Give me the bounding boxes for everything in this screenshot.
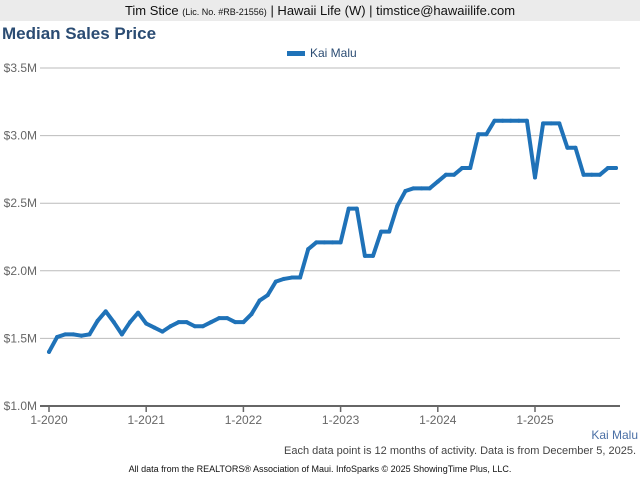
y-tick-label: $2.0M [4,264,37,278]
data-point [322,240,327,245]
agent-header: Tim Stice (Lic. No. #RB-21556) | Hawaii … [0,0,640,21]
data-point [427,186,432,191]
data-point [605,166,610,171]
data-point [233,320,238,325]
data-point [379,229,384,234]
legend-swatch [287,50,305,56]
data-point [452,172,456,177]
data-point [71,332,76,337]
credit: All data from the REALTORS® Association … [128,464,512,474]
x-tick-label: 1-2024 [419,413,457,427]
data-point [265,293,270,298]
data-point [541,121,546,126]
data-point [63,332,68,337]
legend-label: Kai Malu [310,46,357,60]
data-point [573,145,578,150]
data-point [47,349,51,354]
data-point [330,240,335,245]
data-point [241,320,246,325]
data-point [217,316,222,321]
y-tick-label: $1.0M [4,399,37,413]
y-tick-label: $3.5M [4,61,37,75]
data-point [160,329,165,334]
data-point [249,312,254,317]
data-point [281,276,286,281]
x-tick-label: 1-2023 [322,413,360,427]
data-point [306,247,311,252]
series-label: Kai Malu [591,428,638,442]
data-point [314,240,319,245]
line-chart: $1.0M $1.5M $2.0M $2.5M $3.0M $3.5M 1-2020 1-20… [4,61,620,427]
legend[interactable]: Kai Malu [287,46,357,60]
data-point [200,324,205,329]
data-point [557,121,562,126]
data-point [395,203,400,208]
data-point [354,206,359,211]
data-point [476,132,481,137]
data-point [565,145,570,150]
data-point [524,118,529,123]
data-point [468,166,473,171]
data-point [95,318,100,323]
data-point [387,229,392,234]
data-point [484,132,489,137]
data-point [516,118,521,123]
y-tick-label: $1.5M [4,331,37,345]
data-point [176,320,181,325]
x-tick-label: 1-2022 [225,413,263,427]
data-point [111,320,116,325]
data-point [136,310,141,315]
data-point [581,172,586,177]
data-point [371,253,375,258]
data-point [492,118,497,123]
series-line-kai-malu [47,118,618,354]
x-tick-label: 1-2025 [516,413,554,427]
data-point [103,309,108,314]
data-point [338,240,343,245]
license-number: (Lic. No. #RB-21556) [182,7,267,17]
data-point [443,172,448,177]
y-tick-label: $3.0M [4,129,37,143]
data-point [597,172,602,177]
data-point [87,332,92,337]
data-point [144,321,149,326]
data-point [500,118,505,123]
data-point [614,166,618,171]
data-point [589,172,594,177]
data-point [290,275,294,280]
data-point [549,121,554,126]
data-point [298,275,303,280]
data-point [346,206,351,211]
data-point [168,324,173,329]
x-tick-label: 1-2020 [30,413,68,427]
data-point [273,279,278,284]
data-point [460,166,465,171]
data-point [362,253,367,258]
data-point [192,324,197,329]
data-point [225,316,230,321]
data-point [55,335,60,340]
data-point [403,189,408,194]
agent-contact: | Hawaii Life (W) | timstice@hawaiilife.… [270,3,516,18]
chart-title: Median Sales Price [2,24,157,43]
x-tick-label: 1-2021 [128,413,166,427]
data-point [119,332,124,337]
data-point [533,175,537,180]
data-point [508,118,513,123]
data-point [128,320,132,325]
data-point [435,179,440,184]
data-point [209,320,213,325]
agent-name: Tim Stice [124,3,179,18]
data-point [152,325,157,330]
data-point [184,320,189,325]
data-point [419,186,424,191]
y-tick-label: $2.5M [4,196,37,210]
data-point [79,333,84,338]
data-note: Each data point is 12 months of activity… [284,445,636,457]
data-point [257,298,262,303]
data-point [411,186,416,191]
